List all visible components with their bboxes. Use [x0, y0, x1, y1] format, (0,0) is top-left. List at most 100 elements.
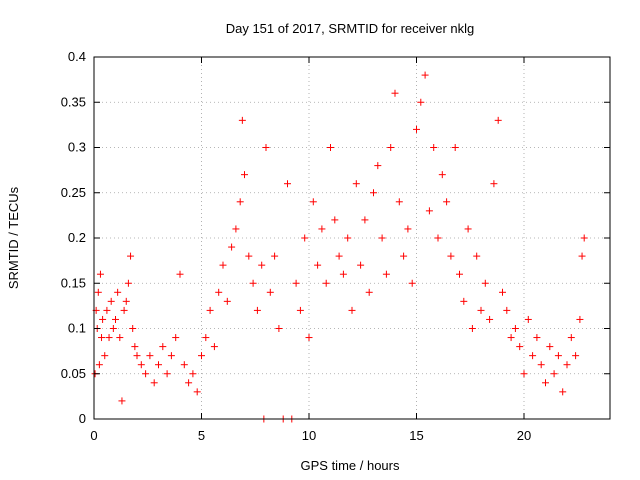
data-point: [490, 180, 498, 188]
y-tick-label: 0.1: [68, 321, 86, 336]
data-point: [296, 306, 304, 314]
data-point: [210, 343, 218, 351]
data-point: [189, 370, 197, 378]
data-point: [262, 144, 270, 151]
data-point: [563, 361, 571, 369]
data-point: [120, 306, 128, 314]
data-point: [417, 98, 425, 106]
data-point: [451, 144, 459, 151]
x-tick-label: 20: [517, 428, 531, 443]
data-point: [107, 297, 115, 305]
data-point: [206, 306, 214, 314]
data-point: [335, 252, 343, 260]
data-point: [142, 370, 150, 378]
data-point: [253, 306, 261, 314]
data-point: [202, 334, 210, 342]
data-point: [118, 397, 126, 405]
data-point: [559, 388, 567, 396]
y-tick-label: 0.25: [61, 185, 86, 200]
data-point: [357, 261, 365, 269]
data-point: [271, 252, 279, 260]
y-tick-label: 0.2: [68, 230, 86, 245]
data-point: [511, 325, 519, 332]
data-point: [150, 379, 158, 387]
data-point: [421, 71, 429, 79]
y-tick-label: 0: [79, 411, 86, 426]
data-point: [219, 261, 227, 269]
data-point: [98, 334, 106, 342]
data-point: [236, 198, 244, 206]
data-point: [344, 234, 352, 242]
data-point: [131, 343, 139, 351]
data-point: [550, 370, 558, 378]
data-point: [176, 270, 184, 278]
x-axis-label: GPS time / hours: [301, 458, 400, 473]
data-point: [266, 288, 274, 296]
data-point: [124, 279, 132, 287]
data-point: [127, 252, 135, 260]
data-point: [133, 352, 141, 360]
data-point: [352, 180, 360, 188]
data-point: [494, 116, 502, 124]
data-point: [516, 343, 524, 351]
x-tick-label: 5: [198, 428, 205, 443]
data-point: [129, 325, 137, 332]
data-point: [348, 306, 356, 314]
y-tick-label: 0.3: [68, 140, 86, 155]
data-point: [481, 279, 489, 287]
data-point: [374, 162, 382, 170]
data-point: [95, 361, 103, 369]
data-point: [163, 370, 171, 378]
data-point: [477, 306, 485, 314]
data-point: [96, 270, 104, 278]
data-point: [537, 361, 545, 369]
data-point: [180, 361, 188, 369]
data-point: [249, 279, 257, 287]
data-point: [331, 216, 339, 224]
data-point: [122, 297, 130, 305]
data-point: [546, 343, 554, 351]
data-point: [193, 388, 201, 396]
data-point: [408, 279, 416, 287]
y-tick-label: 0.4: [68, 49, 86, 64]
data-point: [309, 198, 317, 206]
data-point: [198, 352, 205, 360]
data-point: [94, 288, 102, 296]
data-point: [101, 352, 109, 360]
data-point: [524, 315, 532, 323]
data-point: [99, 315, 107, 323]
data-point: [146, 352, 154, 360]
data-point: [339, 270, 347, 278]
data-point: [486, 315, 494, 323]
data-point: [572, 352, 580, 360]
data-point: [137, 361, 145, 369]
data-point: [382, 270, 390, 278]
data-point: [109, 325, 117, 332]
data-point: [456, 270, 463, 278]
data-point: [430, 144, 438, 151]
axis-ticks: 0 0.05 0.1 0.15 0.2 0.25 0.3 0.35 0.4 0 5 10 15 20: [61, 49, 610, 443]
x-tick-label: 10: [302, 428, 316, 443]
data-point: [400, 252, 408, 260]
data-point: [473, 252, 481, 260]
y-tick-label: 0.35: [61, 94, 86, 109]
data-point: [413, 125, 420, 133]
data-point: [507, 334, 515, 342]
y-axis-label: SRMTID / TECUs: [6, 186, 21, 289]
data-point: [232, 225, 240, 233]
data-point: [464, 225, 472, 233]
data-point: [318, 225, 326, 233]
data-point: [567, 334, 575, 342]
data-point: [305, 334, 313, 342]
grid: [94, 57, 610, 419]
data-point: [314, 261, 322, 269]
data-point: [499, 288, 506, 296]
data-point: [275, 325, 283, 332]
data-point: [238, 116, 246, 124]
data-point: [576, 315, 584, 323]
data-point: [155, 361, 162, 369]
data-point: [322, 279, 330, 287]
data-point: [365, 288, 373, 296]
data-point: [301, 234, 309, 242]
